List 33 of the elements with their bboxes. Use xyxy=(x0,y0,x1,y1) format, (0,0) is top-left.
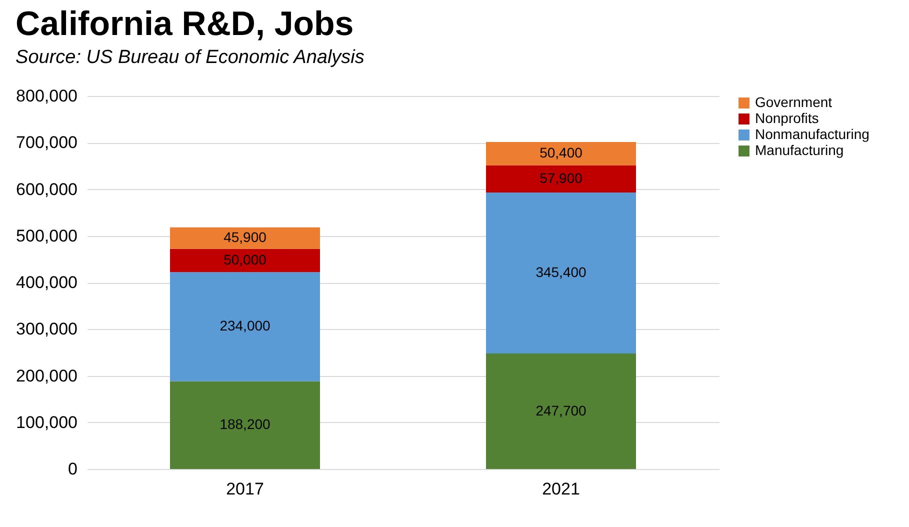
data-label: 45,900 xyxy=(224,229,267,246)
data-label: 57,900 xyxy=(540,170,583,186)
bar xyxy=(170,381,320,469)
x-tick-label: 2021 xyxy=(542,480,580,498)
bar xyxy=(486,165,636,192)
data-label: 188,200 xyxy=(220,416,271,432)
data-label: 234,000 xyxy=(220,318,271,334)
y-tick-label: 800,000 xyxy=(16,86,78,106)
legend-label: Nonmanufacturing xyxy=(755,126,870,142)
data-label: 50,000 xyxy=(224,251,267,268)
bar xyxy=(486,192,636,354)
chart-title: California R&D, Jobs xyxy=(16,5,354,43)
data-label: 345,400 xyxy=(536,264,587,280)
bar xyxy=(170,248,320,272)
y-tick-label: 500,000 xyxy=(16,226,78,246)
bar xyxy=(486,142,636,166)
bar xyxy=(486,354,636,469)
legend-label: Nonprofits xyxy=(755,110,819,126)
source-note: Source: US Bureau of Economic Analysis xyxy=(16,47,365,68)
data-label: 50,400 xyxy=(540,144,583,161)
y-tick-label: 300,000 xyxy=(16,320,78,339)
y-tick-label: 100,000 xyxy=(16,412,78,432)
y-tick-label: 700,000 xyxy=(16,133,78,152)
x-tick-label: 2017 xyxy=(226,480,264,498)
legend-label: Government xyxy=(755,94,832,110)
bar xyxy=(170,227,320,249)
y-tick-label: 400,000 xyxy=(16,273,78,292)
y-tick-label: 0 xyxy=(68,460,78,478)
data-label: 247,700 xyxy=(536,402,587,418)
y-tick-label: 200,000 xyxy=(16,366,78,386)
legend-label: Manufacturing xyxy=(755,142,844,158)
y-tick-label: 600,000 xyxy=(16,180,78,199)
bar xyxy=(170,272,320,382)
